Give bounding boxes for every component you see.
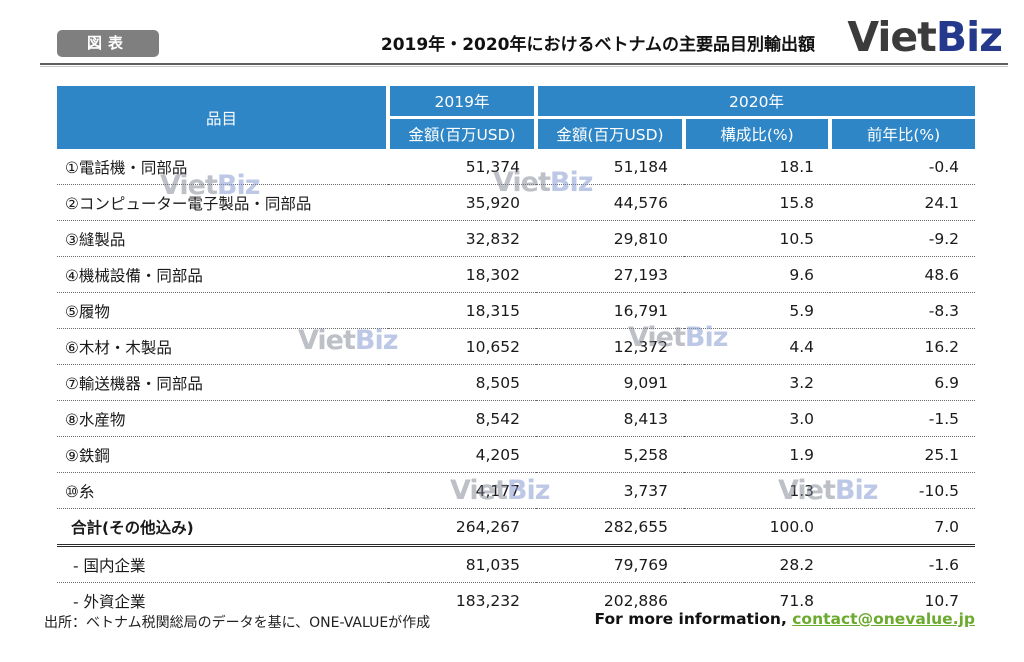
item-label: ⑦輸送機器・同部品: [57, 364, 388, 401]
header-divider-shadow: [40, 66, 1008, 67]
item-label: ④機械設備・同部品: [57, 256, 388, 293]
contact-prefix: For more information,: [594, 610, 793, 628]
yoy-2020: -1.5: [830, 400, 975, 437]
table-row: ⑩糸 4,177 3,737 1.3 -10.5: [57, 472, 975, 509]
share-2020: 100.0: [684, 508, 830, 547]
logo-part-viet: Viet: [847, 13, 936, 61]
yoy-2020: -0.4: [830, 149, 975, 185]
table-row: ⑤履物 18,315 16,791 5.9 -8.3: [57, 292, 975, 329]
col-header-share: 構成比(%): [682, 116, 830, 149]
item-label: ⑤履物: [57, 292, 388, 329]
col-header-yoy: 前年比(%): [828, 116, 975, 149]
item-label: ③縫製品: [57, 220, 388, 257]
share-2020: 18.1: [684, 149, 830, 185]
domestic-row: - 国内企業 81,035 79,769 28.2 -1.6: [57, 545, 975, 583]
logo-part-biz: Biz: [935, 13, 1003, 61]
yoy-2020: -8.3: [830, 292, 975, 329]
table-row: ④機械設備・同部品 18,302 27,193 9.6 48.6: [57, 256, 975, 293]
item-label: ⑨鉄鋼: [57, 436, 388, 473]
item-label: ②コンピューター電子製品・同部品: [57, 184, 388, 221]
amount-2019: 264,267: [388, 508, 536, 547]
share-2020: 71.8: [779, 591, 814, 610]
amount-2019: 4,177: [388, 472, 536, 509]
table-row: ⑦輸送機器・同部品 8,505 9,091 3.2 6.9: [57, 364, 975, 401]
col-header-2020: 2020年: [534, 86, 975, 118]
col-header-item: 品目: [57, 86, 388, 149]
amount-2020: 16,791: [536, 292, 684, 329]
item-label: - 国内企業: [57, 545, 388, 583]
yoy-2020: -9.2: [830, 220, 975, 257]
item-label: - 外資企業: [73, 592, 146, 611]
amount-2019: 8,542: [388, 400, 536, 437]
share-2020: 1.3: [684, 472, 830, 509]
table-row: ⑨鉄鋼 4,205 5,258 1.9 25.1: [57, 436, 975, 473]
item-label: ⑧水産物: [57, 400, 388, 437]
amount-2020: 29,810: [536, 220, 684, 257]
amount-2019: 10,652: [388, 328, 536, 365]
table-row: ②コンピューター電子製品・同部品 35,920 44,576 15.8 24.1: [57, 184, 975, 221]
header-divider: [40, 63, 1008, 65]
contact-email-link[interactable]: contact@onevalue.jp: [792, 610, 975, 628]
col-header-2019: 2019年: [386, 86, 536, 118]
table-row: ⑥木材・木製品 10,652 12,372 4.4 16.2: [57, 328, 975, 365]
col-header-amount-2019: 金額(百万USD): [386, 116, 536, 149]
yoy-2020: 24.1: [830, 184, 975, 221]
amount-2020: 8,413: [536, 400, 684, 437]
source-note: 出所：ベトナム税関総局のデータを基に、ONE-VALUEが作成: [44, 615, 431, 631]
amount-2020: 282,655: [536, 508, 684, 547]
share-2020: 5.9: [684, 292, 830, 329]
yoy-2020: 10.7: [924, 591, 959, 610]
yoy-2020: 7.0: [830, 508, 975, 547]
amount-2020: 12,372: [536, 328, 684, 365]
export-table: 品目 2019年 2020年 金額(百万USD) 金額(百万USD) 構成比(%…: [57, 86, 975, 618]
amount-2020: 27,193: [536, 256, 684, 293]
yoy-2020: 6.9: [830, 364, 975, 401]
share-2020: 4.4: [684, 328, 830, 365]
amount-2019: 35,920: [388, 184, 536, 221]
share-2020: 3.2: [684, 364, 830, 401]
amount-2019: 81,035: [388, 545, 536, 583]
table-row: ③縫製品 32,832 29,810 10.5 -9.2: [57, 220, 975, 257]
vietbiz-logo: VietBiz: [847, 13, 1003, 61]
item-label: ①電話機・同部品: [57, 149, 388, 185]
amount-2019: 18,315: [388, 292, 536, 329]
amount-2020: 9,091: [536, 364, 684, 401]
amount-2020: 79,769: [536, 545, 684, 583]
table-row: ①電話機・同部品 51,374 51,184 18.1 -0.4: [57, 149, 975, 185]
share-2020: 28.2: [684, 545, 830, 583]
yoy-2020: 16.2: [830, 328, 975, 365]
share-2020: 1.9: [684, 436, 830, 473]
foreign-row: - 外資企業 183,232 202,886 71.8 10.7: [57, 583, 975, 619]
figure-badge: 図表: [57, 30, 159, 57]
yoy-2020: -1.6: [830, 545, 975, 583]
contact-line: For more information, contact@onevalue.j…: [595, 610, 975, 628]
amount-2019: 32,832: [388, 220, 536, 257]
amount-2020: 44,576: [536, 184, 684, 221]
amount-2019: 51,374: [388, 149, 536, 185]
yoy-2020: 48.6: [830, 256, 975, 293]
amount-2020: 51,184: [536, 149, 684, 185]
yoy-2020: -10.5: [830, 472, 975, 509]
share-2020: 15.8: [684, 184, 830, 221]
amount-2020: 5,258: [536, 436, 684, 473]
item-label: 合計(その他込み): [57, 508, 388, 547]
yoy-2020: 25.1: [830, 436, 975, 473]
share-2020: 10.5: [684, 220, 830, 257]
col-header-amount-2020: 金額(百万USD): [534, 116, 684, 149]
share-2020: 9.6: [684, 256, 830, 293]
amount-2019: 18,302: [388, 256, 536, 293]
amount-2020: 202,886: [603, 591, 668, 610]
table-row: ⑧水産物 8,542 8,413 3.0 -1.5: [57, 400, 975, 437]
page-title: 2019年・2020年におけるベトナムの主要品目別輸出額: [380, 35, 815, 55]
amount-2019: 4,205: [388, 436, 536, 473]
item-label: ⑩糸: [57, 472, 388, 509]
amount-2019: 183,232: [455, 591, 520, 610]
amount-2019: 8,505: [388, 364, 536, 401]
share-2020: 3.0: [684, 400, 830, 437]
item-label: ⑥木材・木製品: [57, 328, 388, 365]
total-row: 合計(その他込み) 264,267 282,655 100.0 7.0: [57, 508, 975, 547]
amount-2020: 3,737: [536, 472, 684, 509]
